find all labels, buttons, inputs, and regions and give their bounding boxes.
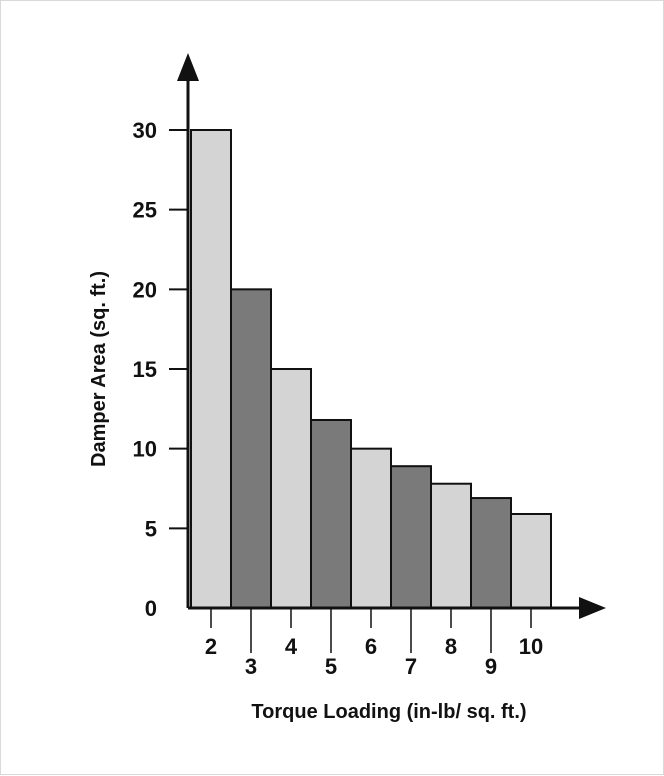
y-tick-label-5: 5 bbox=[145, 516, 157, 541]
x-axis-arrow bbox=[579, 597, 606, 619]
bar-6 bbox=[350, 447, 392, 609]
x-tick-label-5: 5 bbox=[325, 654, 337, 679]
x-tick-label-10: 10 bbox=[519, 634, 543, 659]
x-tick-label-2: 2 bbox=[205, 634, 217, 659]
y-axis-arrow bbox=[177, 53, 199, 81]
x-ticks-group: 2 3 4 5 6 7 8 9 10 bbox=[205, 608, 543, 679]
bars-group bbox=[190, 129, 552, 610]
x-tick-label-8: 8 bbox=[445, 634, 457, 659]
x-tick-label-7: 7 bbox=[405, 654, 417, 679]
y-tick-label-25: 25 bbox=[133, 198, 157, 223]
bar-9 bbox=[470, 497, 512, 609]
bar-10 bbox=[510, 512, 552, 610]
y-tick-label-10: 10 bbox=[133, 437, 157, 462]
x-tick-label-6: 6 bbox=[365, 634, 377, 659]
bar-3 bbox=[230, 288, 272, 609]
bar-5 bbox=[310, 418, 352, 609]
bar-8 bbox=[430, 482, 472, 609]
y-ticks-group: 0 5 10 15 20 25 30 bbox=[133, 118, 188, 621]
y-tick-label-30: 30 bbox=[133, 118, 157, 143]
y-tick-label-20: 20 bbox=[133, 277, 157, 302]
y-axis-label: Damper Area (sq. ft.) bbox=[88, 271, 110, 467]
y-tick-label-15: 15 bbox=[133, 357, 157, 382]
bar-7 bbox=[390, 465, 432, 609]
bar-2 bbox=[190, 129, 232, 609]
x-tick-label-4: 4 bbox=[285, 634, 298, 659]
bar-4 bbox=[270, 368, 312, 609]
x-axis-label: Torque Loading (in-lb/ sq. ft.) bbox=[251, 701, 526, 723]
axes-group bbox=[177, 53, 606, 619]
x-tick-label-3: 3 bbox=[245, 654, 257, 679]
x-tick-label-9: 9 bbox=[485, 654, 497, 679]
y-tick-label-0: 0 bbox=[145, 596, 157, 621]
